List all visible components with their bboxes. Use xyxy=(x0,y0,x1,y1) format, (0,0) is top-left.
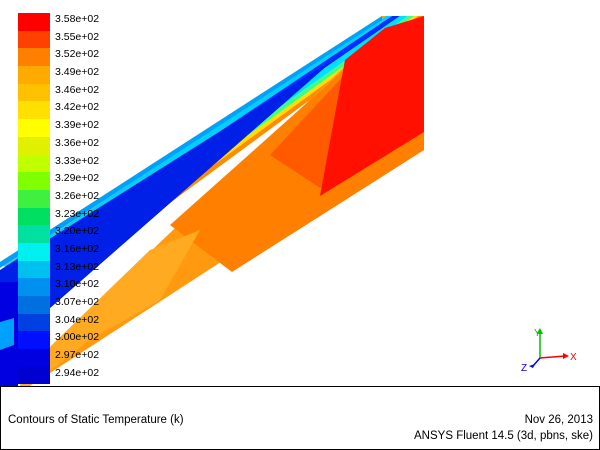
legend-label: 3.33e+02 xyxy=(55,154,100,167)
legend-label: 3.36e+02 xyxy=(55,136,100,149)
legend-swatch xyxy=(18,260,50,279)
legend-row: 3.55e+02 xyxy=(18,30,158,49)
caption-box: Contours of Static Temperature (k) Nov 2… xyxy=(0,386,600,450)
contour-plot xyxy=(0,16,424,386)
graphics-viewport[interactable]: 3.58e+02 3.55e+02 3.52e+02 3.49e+02 3.46e+02… xyxy=(0,0,600,386)
legend-row: 3.00e+02 xyxy=(18,331,158,350)
end-face-red xyxy=(320,16,424,196)
legend-swatch xyxy=(18,296,50,314)
legend-swatch xyxy=(18,349,50,367)
legend-row: 3.13e+02 xyxy=(18,260,158,279)
legend-swatch xyxy=(18,83,50,102)
inclined-face-cyan-edge xyxy=(0,16,382,268)
legend-row: 3.23e+02 xyxy=(18,207,158,226)
legend-swatch xyxy=(18,366,50,385)
legend-swatch xyxy=(18,48,50,67)
plot-date: Nov 26, 2013 xyxy=(524,414,593,426)
legend-row: 3.52e+02 xyxy=(18,48,158,67)
legend-label: 3.23e+02 xyxy=(55,207,100,220)
legend-label: 3.39e+02 xyxy=(55,119,100,132)
legend-label: 3.13e+02 xyxy=(55,260,100,273)
legend-label: 2.97e+02 xyxy=(55,349,100,362)
legend-swatch xyxy=(18,242,50,261)
axis-triad: Y X Z xyxy=(521,328,577,374)
legend-label: 3.26e+02 xyxy=(55,189,100,202)
legend-swatch xyxy=(18,225,50,243)
legend-swatch xyxy=(18,154,50,173)
legend-swatch xyxy=(18,313,50,332)
lower-left-cyan xyxy=(0,318,14,350)
legend-label: 3.42e+02 xyxy=(55,101,100,114)
legend-row: 3.07e+02 xyxy=(18,296,158,314)
legend-row: 3.16e+02 xyxy=(18,242,158,261)
legend-swatch xyxy=(18,13,50,31)
legend-swatch xyxy=(18,172,50,190)
legend-row: 3.46e+02 xyxy=(18,83,158,102)
legend-label: 3.20e+02 xyxy=(55,225,100,238)
z-axis-arrow xyxy=(529,364,535,368)
legend-swatch xyxy=(18,278,50,296)
legend-swatch xyxy=(18,207,50,226)
legend-row: 3.26e+02 xyxy=(18,189,158,208)
x-axis-label: X xyxy=(570,352,577,363)
plot-title: Contours of Static Temperature (k) xyxy=(8,414,184,426)
legend-row: 3.36e+02 xyxy=(18,136,158,155)
legend-label: 3.46e+02 xyxy=(55,83,100,96)
legend-label: 3.55e+02 xyxy=(55,30,100,43)
legend-label: 3.49e+02 xyxy=(55,66,100,79)
legend-row: 2.97e+02 xyxy=(18,349,158,367)
y-axis-arrow xyxy=(537,328,543,334)
legend-label: 3.10e+02 xyxy=(55,278,100,291)
legend-label: 3.04e+02 xyxy=(55,313,100,326)
legend-row: 3.33e+02 xyxy=(18,154,158,173)
legend-row: 3.10e+02 xyxy=(18,278,158,296)
legend-swatch xyxy=(18,189,50,208)
x-axis-line xyxy=(539,355,566,359)
front-face-light-orange xyxy=(20,230,200,386)
z-axis-label: Z xyxy=(521,363,527,374)
legend-label: 3.16e+02 xyxy=(55,242,100,255)
legend-swatch xyxy=(18,66,50,84)
legend-swatch xyxy=(18,136,50,155)
software-version: ANSYS Fluent 14.5 (3d, pbns, ske) xyxy=(414,430,593,442)
legend-row: 3.29e+02 xyxy=(18,172,158,190)
legend-row: 3.58e+02 xyxy=(18,13,158,31)
legend-swatch xyxy=(18,30,50,49)
legend-label: 3.52e+02 xyxy=(55,48,100,61)
legend-swatch xyxy=(18,101,50,120)
legend-label: 3.58e+02 xyxy=(55,13,100,25)
legend-row: 3.04e+02 xyxy=(18,313,158,332)
legend-row: 3.42e+02 xyxy=(18,101,158,120)
legend-row: 2.94e+02 xyxy=(18,366,158,385)
x-axis-arrow xyxy=(563,353,569,359)
legend-row: 3.20e+02 xyxy=(18,225,158,243)
legend-row: 3.49e+02 xyxy=(18,66,158,84)
legend-swatch xyxy=(18,119,50,137)
y-axis-label: Y xyxy=(534,328,541,339)
color-legend: 3.58e+02 3.55e+02 3.52e+02 3.49e+02 3.46e+02… xyxy=(18,13,158,385)
legend-label: 2.94e+02 xyxy=(55,366,100,379)
legend-label: 3.00e+02 xyxy=(55,331,100,344)
legend-swatch xyxy=(18,331,50,350)
legend-row: 3.39e+02 xyxy=(18,119,158,137)
legend-label: 3.29e+02 xyxy=(55,172,100,185)
legend-label: 3.07e+02 xyxy=(55,296,100,308)
